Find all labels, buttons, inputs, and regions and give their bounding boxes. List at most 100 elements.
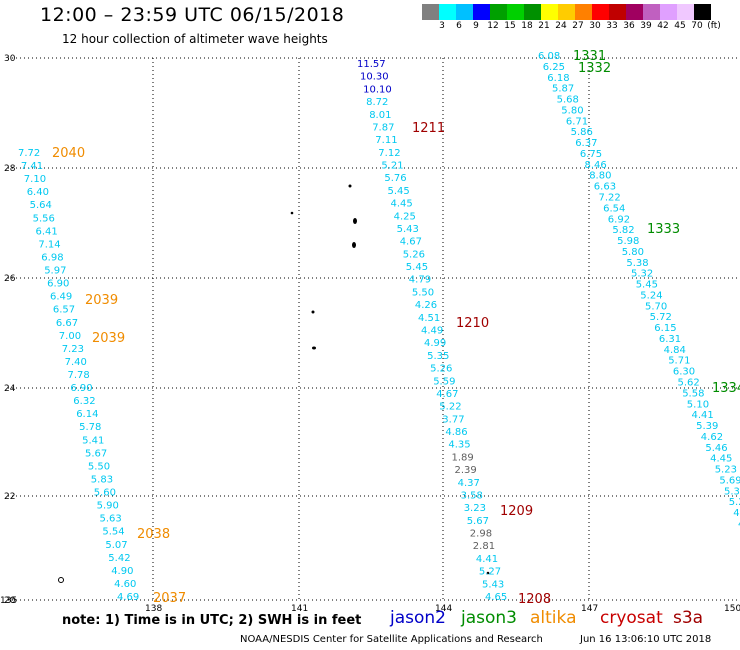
color-scale-label: 30 bbox=[589, 21, 601, 31]
island-marker bbox=[312, 346, 316, 350]
pass-label-1332: 1332 bbox=[578, 61, 611, 76]
wave-height-value: 5.90 bbox=[97, 501, 119, 512]
wave-height-value: 4.69 bbox=[117, 592, 139, 603]
legend-altika: altika bbox=[530, 608, 577, 628]
wave-height-value: 5.43 bbox=[397, 224, 419, 235]
wave-height-value: 5.72 bbox=[650, 312, 672, 323]
wave-height-value: 5.59 bbox=[433, 376, 455, 387]
color-scale-labels: 3 6 9 12 15 18 21 24 27 30 33 36 39 42 45 70 (ft) bbox=[422, 21, 732, 35]
footnote: note: 1) Time is in UTC; 2) SWH is in fe… bbox=[62, 613, 362, 628]
pass-label-1208: 1208 bbox=[518, 592, 551, 607]
wave-height-value: 7.14 bbox=[38, 239, 60, 250]
color-scale-cell bbox=[592, 4, 609, 20]
wave-height-value: 5.98 bbox=[617, 236, 639, 247]
wave-height-value: 5.50 bbox=[412, 287, 434, 298]
wave-height-value: 6.54 bbox=[603, 203, 625, 214]
island-marker bbox=[353, 218, 357, 224]
wave-height-value: 5.58 bbox=[682, 388, 704, 399]
wave-height-value: 5.56 bbox=[33, 213, 55, 224]
wave-height-value: 6.71 bbox=[566, 116, 588, 127]
wave-height-value: 5.41 bbox=[82, 435, 104, 446]
color-scale-label: 15 bbox=[504, 21, 516, 31]
wave-height-value: 6.30 bbox=[673, 367, 695, 378]
wave-height-value: 6.08 bbox=[538, 51, 560, 62]
wave-height-value: 7.12 bbox=[378, 148, 400, 159]
wave-height-value: 4.90 bbox=[111, 566, 133, 577]
wave-height-value: 5.23 bbox=[715, 465, 737, 476]
wave-height-value: 7.22 bbox=[599, 193, 621, 204]
wave-height-value: 5.64 bbox=[30, 200, 52, 211]
wave-height-value: 5.69 bbox=[719, 476, 740, 487]
wave-height-value: 7.87 bbox=[372, 123, 394, 134]
wave-height-value: 4.87 bbox=[733, 508, 740, 519]
y-tick-22: 22 bbox=[4, 492, 15, 502]
color-scale-cell bbox=[694, 4, 711, 20]
wave-height-value: 4.79 bbox=[409, 275, 431, 286]
wave-height-value: 5.27 bbox=[729, 497, 740, 508]
color-scale-cell bbox=[575, 4, 592, 20]
wave-height-value: 4.64 bbox=[738, 519, 740, 530]
wave-height-value: 4.99 bbox=[424, 338, 446, 349]
color-scale-label: 33 bbox=[606, 21, 618, 31]
wave-height-value: 5.27 bbox=[479, 567, 501, 578]
wave-height-value: 8.46 bbox=[585, 160, 607, 171]
color-scale-cell bbox=[439, 4, 456, 20]
generated-timestamp: Jun 16 13:06:10 UTC 2018 bbox=[580, 634, 712, 645]
wave-height-value: 6.37 bbox=[575, 138, 597, 149]
color-scale-label: 42 bbox=[657, 21, 669, 31]
wave-height-value: 5.80 bbox=[622, 247, 644, 258]
wave-height-value: 4.60 bbox=[114, 579, 136, 590]
wave-height-value: 5.45 bbox=[406, 262, 428, 273]
y-tick-24: 24 bbox=[4, 384, 16, 394]
wave-height-value: 4.26 bbox=[415, 300, 437, 311]
wave-height-value: 4.45 bbox=[391, 199, 413, 210]
wave-height-value: 7.41 bbox=[21, 161, 43, 172]
wave-height-value: 5.67 bbox=[85, 448, 107, 459]
wave-height-value: 5.70 bbox=[645, 301, 667, 312]
color-scale-label: 24 bbox=[555, 21, 567, 31]
wave-height-value: 6.90 bbox=[70, 383, 92, 394]
color-scale-label: 6 bbox=[456, 21, 462, 31]
pass-label-2039: 2039 bbox=[92, 331, 125, 346]
wave-height-value: 4.41 bbox=[692, 410, 714, 421]
pass-label-1331: 1331 bbox=[573, 49, 606, 64]
island-marker bbox=[58, 577, 64, 583]
island-marker bbox=[290, 211, 294, 215]
y-tick-28: 28 bbox=[4, 164, 16, 174]
wave-height-value: 7.11 bbox=[375, 135, 397, 146]
color-scale-label: (ft) bbox=[707, 21, 721, 31]
color-scale-label: 12 bbox=[487, 21, 499, 31]
wave-height-value: 6.25 bbox=[543, 62, 565, 73]
pass-label-2038: 2038 bbox=[137, 527, 170, 542]
pass-label-2037: 2037 bbox=[153, 591, 186, 606]
wave-height-value: 5.39 bbox=[696, 421, 718, 432]
island-marker bbox=[311, 310, 315, 314]
wave-height-value: 2.81 bbox=[473, 541, 495, 552]
wave-height-value: 6.18 bbox=[547, 73, 569, 84]
wave-height-value: 5.10 bbox=[687, 399, 709, 410]
wave-height-value: 6.67 bbox=[56, 318, 78, 329]
color-scale-label: 36 bbox=[623, 21, 635, 31]
x-tick-147: 147 bbox=[581, 604, 598, 614]
wave-height-value: 5.21 bbox=[381, 161, 403, 172]
color-scale-label: 39 bbox=[640, 21, 652, 31]
wave-height-value: 8.72 bbox=[366, 97, 388, 108]
legend-s3a: s3a bbox=[673, 608, 704, 628]
wave-height-value: 6.32 bbox=[73, 396, 95, 407]
y-tick-26: 26 bbox=[4, 274, 16, 284]
wave-height-value: 8.01 bbox=[369, 110, 391, 121]
legend-jason3: jason3 bbox=[461, 608, 517, 628]
color-scale-cell bbox=[490, 4, 507, 20]
wave-height-value: 1.89 bbox=[452, 452, 474, 463]
y-tick-30: 30 bbox=[4, 54, 16, 64]
wave-height-value: 4.65 bbox=[485, 592, 507, 603]
color-scale-label: 18 bbox=[521, 21, 533, 31]
wave-height-value: 10.10 bbox=[363, 84, 392, 95]
wave-height-value: 5.43 bbox=[482, 579, 504, 590]
wave-height-value: 5.76 bbox=[384, 173, 406, 184]
legend-jason2: jason2 bbox=[390, 608, 446, 628]
map-subtitle: 12 hour collection of altimeter wave hei… bbox=[62, 32, 328, 46]
island-marker bbox=[348, 184, 352, 188]
color-scale-cell bbox=[677, 4, 694, 20]
wave-height-value: 5.80 bbox=[561, 105, 583, 116]
